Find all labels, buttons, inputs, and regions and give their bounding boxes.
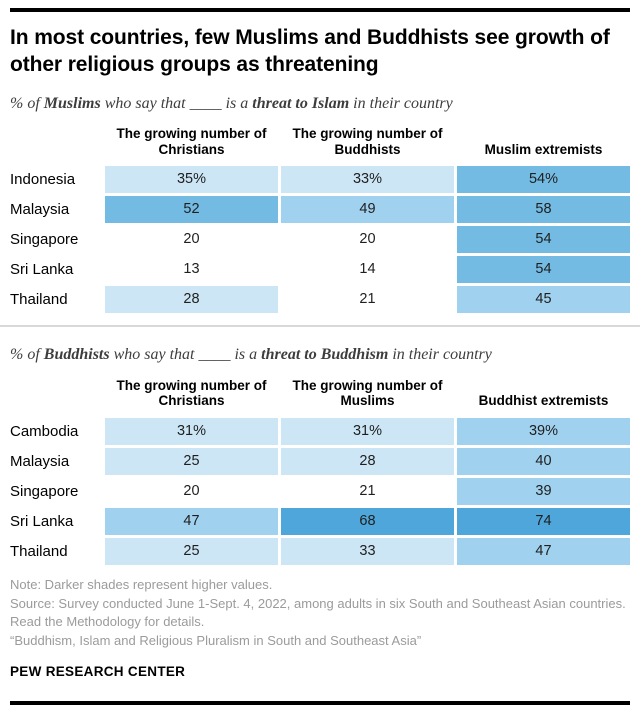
row-label: Indonesia xyxy=(10,171,76,189)
value-cell: 54 xyxy=(457,226,630,254)
note-text: Note: Darker shades represent higher val… xyxy=(10,576,273,592)
subtitle-segment: Muslims xyxy=(43,94,101,112)
buddhist-threat-table: The growing number of Christians The grow… xyxy=(10,375,630,565)
row-label: Sri Lanka xyxy=(10,512,74,530)
value-cell: 58 xyxy=(457,196,630,224)
value-cell: 54% xyxy=(457,166,630,194)
subtitle-segment: who say that ____ is a xyxy=(109,346,262,364)
value-cell: 68 xyxy=(281,507,454,535)
value-cell: 52 xyxy=(105,196,278,224)
subtitle-segment: % of xyxy=(10,346,44,364)
value-cell: 20 xyxy=(105,226,278,254)
value-cell: 13 xyxy=(105,256,278,284)
buddhist-table-subtitle: % of Buddhists who say that ____ is a th… xyxy=(10,345,628,365)
report-title-text: “Buddhism, Islam and Religious Pluralism… xyxy=(10,633,422,649)
row-label: Singapore xyxy=(10,482,79,500)
table-corner xyxy=(10,375,102,415)
muslim-threat-table: The growing number of Christians The grow… xyxy=(10,123,630,314)
subtitle-segment: threat to Buddhism xyxy=(261,346,389,364)
top-accent-bar xyxy=(10,8,630,12)
row-label: Sri Lanka xyxy=(10,261,74,279)
value-cell: 21 xyxy=(281,477,454,505)
subtitle-segment: threat to Islam xyxy=(252,94,350,112)
value-cell: 39 xyxy=(457,477,630,505)
value-cell: 20 xyxy=(105,477,278,505)
subtitle-segment: Buddhists xyxy=(43,346,110,364)
value-cell: 33 xyxy=(281,537,454,565)
value-cell: 14 xyxy=(281,256,454,284)
value-cell: 54 xyxy=(457,256,630,284)
value-cell: 33% xyxy=(281,166,454,194)
row-label: Cambodia xyxy=(10,422,79,440)
column-header: Muslim extremists xyxy=(484,141,603,157)
bottom-accent-bar xyxy=(10,701,630,705)
value-cell: 28 xyxy=(105,286,278,314)
value-cell: 25 xyxy=(105,447,278,475)
source-text: Source: Survey conducted June 1-Sept. 4,… xyxy=(10,595,626,629)
value-cell: 47 xyxy=(457,537,630,565)
footer: Note: Darker shades represent higher val… xyxy=(10,575,630,692)
value-cell: 40 xyxy=(457,447,630,475)
column-header: The growing number of Christians xyxy=(116,377,267,409)
row-label: Thailand xyxy=(10,542,68,560)
subtitle-segment: in their country xyxy=(388,346,492,364)
value-cell: 21 xyxy=(281,286,454,314)
column-header: The growing number of Muslims xyxy=(292,377,443,409)
row-label: Thailand xyxy=(10,291,68,309)
subtitle-segment: in their country xyxy=(349,94,453,112)
column-header: The growing number of Christians xyxy=(116,126,267,157)
column-header: The growing number of Buddhists xyxy=(292,126,443,157)
row-label: Malaysia xyxy=(10,201,70,219)
value-cell: 49 xyxy=(281,196,454,224)
value-cell: 25 xyxy=(105,537,278,565)
value-cell: 31% xyxy=(281,417,454,445)
value-cell: 35% xyxy=(105,166,278,194)
pew-research-center-label: PEW RESEARCH CENTER xyxy=(10,664,186,680)
value-cell: 74 xyxy=(457,507,630,535)
value-cell: 45 xyxy=(457,286,630,314)
row-label: Malaysia xyxy=(10,452,70,470)
subtitle-segment: who say that ____ is a xyxy=(100,94,253,112)
subtitle-segment: % of xyxy=(10,94,44,112)
table-corner xyxy=(10,123,102,163)
row-label: Singapore xyxy=(10,231,79,249)
value-cell: 20 xyxy=(281,226,454,254)
value-cell: 31% xyxy=(105,417,278,445)
chart-title: In most countries, few Muslims and Buddh… xyxy=(10,26,610,77)
value-cell: 28 xyxy=(281,447,454,475)
value-cell: 39% xyxy=(457,417,630,445)
column-header: Buddhist extremists xyxy=(478,393,609,409)
muslim-table-subtitle: % of Muslims who say that ____ is a thre… xyxy=(10,94,628,114)
value-cell: 47 xyxy=(105,507,278,535)
section-divider xyxy=(0,325,640,328)
